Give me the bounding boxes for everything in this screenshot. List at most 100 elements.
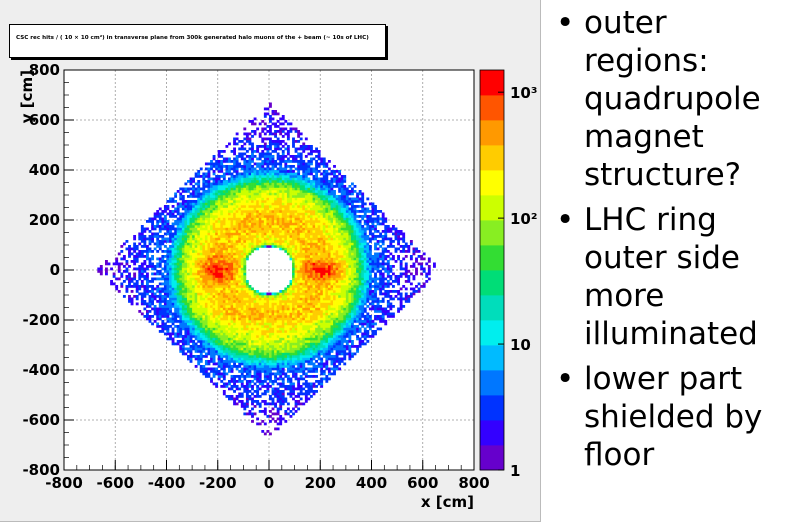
heatmap-cell	[266, 185, 270, 188]
heatmap-cell	[274, 355, 277, 358]
heatmap-cell	[276, 325, 280, 328]
heatmap-cell	[194, 330, 198, 333]
heatmap-cell	[253, 237, 257, 241]
heatmap-cell	[294, 257, 298, 261]
heatmap-cell	[143, 307, 147, 311]
heatmap-cell	[156, 325, 160, 328]
heatmap-cell	[302, 257, 306, 261]
heatmap-cell	[289, 312, 293, 316]
heatmap-cell	[222, 302, 226, 306]
heatmap-cell	[235, 360, 239, 363]
heatmap-cell	[222, 332, 226, 336]
heatmap-cell	[276, 340, 280, 343]
heatmap-cell	[258, 162, 262, 166]
heatmap-cell	[202, 312, 206, 316]
heatmap-cell	[166, 317, 170, 321]
heatmap-cell	[204, 185, 208, 188]
heatmap-cell	[294, 250, 298, 253]
heatmap-cell	[171, 305, 175, 308]
heatmap-cell	[225, 295, 229, 298]
heatmap-cell	[292, 375, 295, 378]
heatmap-cell	[192, 267, 195, 271]
heatmap-cell	[163, 287, 167, 291]
heatmap-cell	[281, 297, 285, 301]
heatmap-cell	[192, 192, 195, 196]
heatmap-cell	[266, 430, 270, 433]
heatmap-cell	[253, 200, 257, 203]
heatmap-cell	[299, 265, 303, 268]
heatmap-cell	[245, 302, 249, 306]
heatmap-cell	[281, 340, 285, 343]
heatmap-cell	[199, 345, 203, 348]
heatmap-cell	[289, 410, 293, 413]
heatmap-cell	[97, 267, 101, 271]
heatmap-cell	[284, 342, 288, 346]
heatmap-cell	[266, 195, 270, 198]
heatmap-cell	[184, 310, 188, 313]
heatmap-cell	[245, 170, 249, 173]
heatmap-cell	[297, 235, 301, 238]
heatmap-cell	[235, 232, 239, 236]
heatmap-cell	[161, 220, 165, 223]
heatmap-cell	[143, 277, 147, 281]
heatmap-cell	[271, 345, 275, 348]
heatmap-cell	[217, 212, 221, 216]
heatmap-cell	[228, 170, 231, 173]
heatmap-cell	[245, 242, 249, 246]
heatmap-cell	[297, 282, 301, 286]
heatmap-cell	[261, 245, 265, 248]
heatmap-cell	[251, 310, 254, 313]
heatmap-cell	[199, 315, 203, 318]
heatmap-cell	[243, 260, 247, 263]
heatmap-cell	[187, 317, 190, 321]
heatmap-cell	[192, 232, 195, 236]
heatmap-cell	[156, 262, 160, 266]
heatmap-cell	[158, 217, 162, 221]
heatmap-cell	[210, 352, 213, 356]
heatmap-cell	[302, 287, 306, 291]
heatmap-cell	[253, 227, 257, 231]
heatmap-cell	[179, 195, 183, 198]
heatmap-cell	[240, 360, 244, 363]
heatmap-cell	[174, 267, 178, 271]
heatmap-cell	[228, 315, 231, 318]
heatmap-cell	[253, 230, 257, 233]
heatmap-cell	[215, 320, 219, 323]
heatmap-cell	[286, 215, 290, 218]
heatmap-cell	[187, 247, 190, 251]
heatmap-cell	[161, 222, 165, 226]
heatmap-cell	[258, 340, 262, 343]
heatmap-cell	[212, 282, 216, 286]
heatmap-cell	[199, 195, 203, 198]
heatmap-cell	[184, 342, 188, 346]
heatmap-cell	[248, 252, 252, 256]
heatmap-cell	[299, 197, 303, 201]
heatmap-cell	[302, 275, 306, 278]
heatmap-cell	[245, 237, 249, 241]
heatmap-cell	[233, 327, 236, 331]
heatmap-cell	[153, 295, 157, 298]
heatmap-cell	[289, 292, 293, 296]
heatmap-cell	[269, 315, 272, 318]
heatmap-cell	[235, 275, 239, 278]
heatmap-cell	[135, 255, 139, 258]
heatmap-cell	[166, 212, 170, 216]
heatmap-cell	[292, 265, 295, 268]
heatmap-cell	[148, 242, 152, 246]
heatmap-cell	[140, 270, 144, 273]
heatmap-cell	[269, 402, 272, 406]
heatmap-cell	[179, 205, 183, 208]
heatmap-cell	[187, 355, 190, 358]
heatmap-cell	[230, 272, 234, 276]
heatmap-cell	[140, 267, 144, 271]
heatmap-cell	[263, 212, 267, 216]
heatmap-cell	[184, 302, 188, 306]
heatmap-cell	[179, 332, 183, 336]
heatmap-cell	[194, 195, 198, 198]
heatmap-cell	[256, 175, 260, 178]
heatmap-cell	[279, 140, 283, 143]
heatmap-cell	[228, 382, 231, 386]
heatmap-cell	[210, 265, 213, 268]
heatmap-cell	[202, 220, 206, 223]
heatmap-cell	[245, 195, 249, 198]
